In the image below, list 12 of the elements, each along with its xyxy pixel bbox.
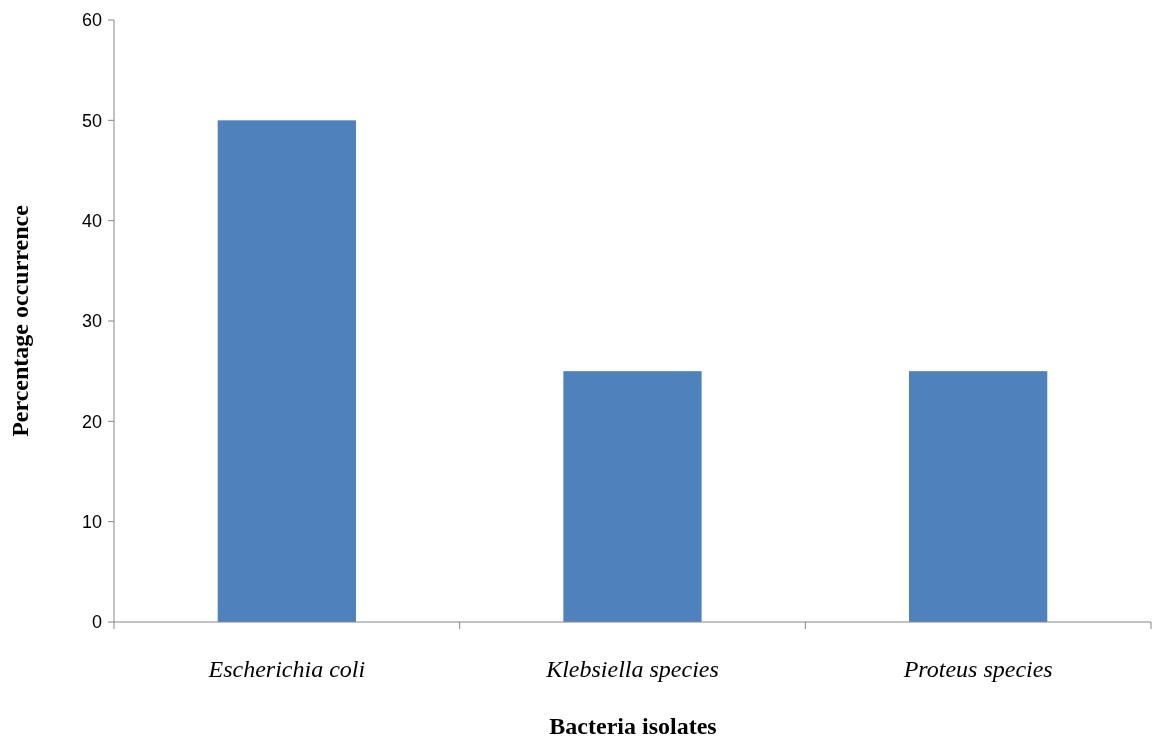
x-tick-label: Proteus species <box>902 656 1053 682</box>
x-tick-label: Escherichia coli <box>207 656 366 682</box>
y-tick-label: 0 <box>91 612 102 633</box>
y-tick-label: 20 <box>81 411 102 432</box>
x-tick-label: Klebsiella species <box>545 656 719 682</box>
y-tick-label: 40 <box>81 210 102 231</box>
y-tick-label: 60 <box>81 10 102 31</box>
y-tick-label: 30 <box>81 311 102 332</box>
y-tick-label: 10 <box>81 511 102 532</box>
y-axis-title: Percentage occurrence <box>7 204 33 437</box>
y-tick-label: 50 <box>81 110 102 131</box>
x-axis-title: Bacteria isolates <box>549 713 717 739</box>
